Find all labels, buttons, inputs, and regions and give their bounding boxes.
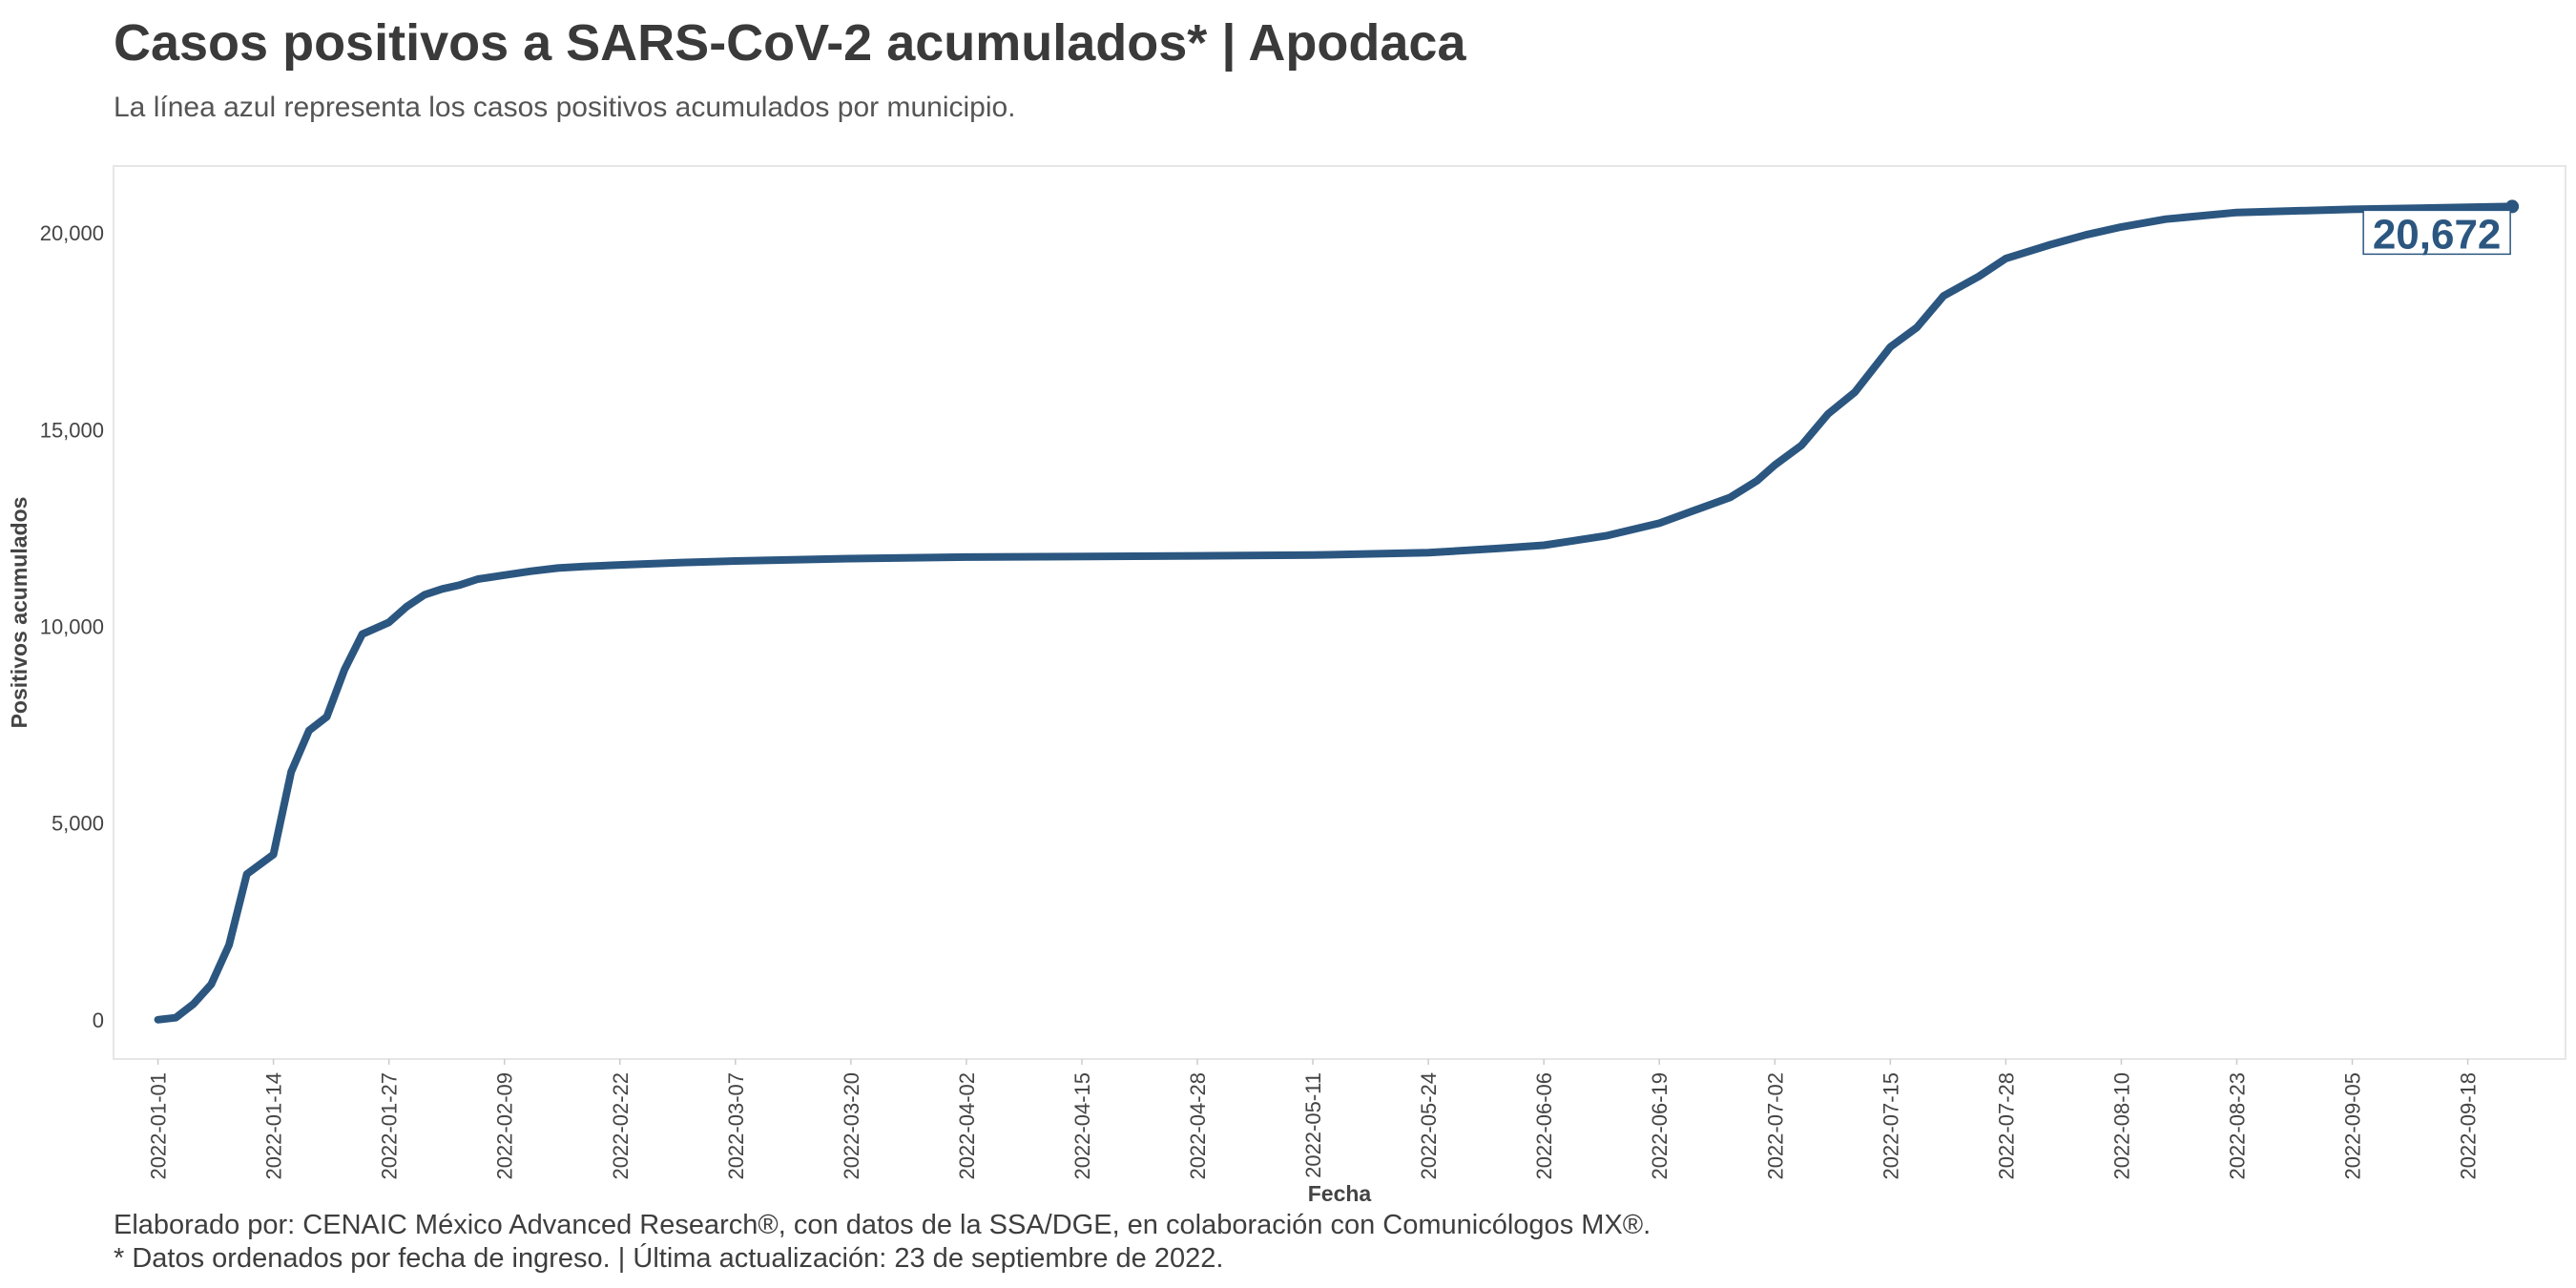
plot-panel <box>113 165 2566 1060</box>
x-tick-label: 2022-01-14 <box>262 1072 286 1180</box>
x-tick-label: 2022-05-24 <box>1417 1072 1441 1180</box>
x-tick-label: 2022-05-11 <box>1301 1072 1325 1178</box>
footer-credits: Elaborado por: CENAIC México Advanced Re… <box>114 1210 1652 1240</box>
x-axis-title: Fecha <box>1308 1181 1372 1206</box>
x-tick-label: 2022-04-02 <box>955 1072 979 1180</box>
x-tick-label: 2022-08-10 <box>2109 1072 2133 1180</box>
x-tick-label: 2022-09-18 <box>2457 1072 2481 1180</box>
y-tick-label: 15,000 <box>40 418 104 442</box>
footer-note: * Datos ordenados por fecha de ingreso. … <box>114 1243 1224 1274</box>
y-tick-label: 5,000 <box>52 812 104 836</box>
y-tick-label: 10,000 <box>40 614 104 638</box>
x-tick-label: 2022-07-28 <box>1994 1072 2018 1180</box>
x-tick-label: 2022-01-01 <box>147 1072 171 1180</box>
y-tick-label: 0 <box>93 1008 104 1032</box>
x-tick-label: 2022-04-15 <box>1070 1072 1094 1180</box>
x-tick-label: 2022-02-09 <box>493 1072 517 1180</box>
chart-title: Casos positivos a SARS-CoV-2 acumulados*… <box>114 14 1466 72</box>
x-tick-label: 2022-02-22 <box>609 1072 633 1180</box>
x-tick-label: 2022-06-06 <box>1532 1072 1556 1180</box>
x-tick-label: 2022-03-07 <box>724 1072 748 1180</box>
x-tick-label: 2022-03-20 <box>840 1072 863 1180</box>
x-tick-label: 2022-01-27 <box>378 1072 402 1180</box>
y-tick-label: 20,000 <box>40 221 104 245</box>
end-value-box <box>2362 209 2511 256</box>
x-tick-label: 2022-04-28 <box>1186 1072 1210 1180</box>
x-tick-label: 2022-07-15 <box>1879 1072 1902 1180</box>
x-tick-label: 2022-09-05 <box>2341 1072 2365 1180</box>
x-tick-label: 2022-06-19 <box>1648 1072 1672 1180</box>
x-axis: 2022-01-01 2022-01-14 2022-01-27 2022-02-09… <box>147 1059 2481 1180</box>
y-axis-title: Positivos acumulados <box>7 497 31 729</box>
y-axis: 0 5,000 10,000 15,000 20,000 <box>40 221 104 1032</box>
x-tick-label: 2022-07-02 <box>1763 1072 1787 1180</box>
x-tick-label: 2022-08-23 <box>2225 1072 2249 1180</box>
end-value-label: 20,672 <box>2373 211 2502 258</box>
chart-subtitle: La línea azul representa los casos posit… <box>114 92 1016 123</box>
series-line-positivos <box>154 202 2517 1024</box>
